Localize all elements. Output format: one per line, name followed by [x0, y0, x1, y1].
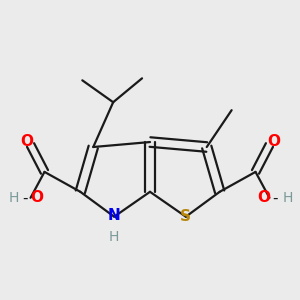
Text: H: H	[282, 191, 292, 205]
Text: O: O	[20, 134, 33, 148]
Text: -: -	[273, 191, 278, 206]
Text: H: H	[8, 191, 19, 205]
Text: N: N	[108, 208, 121, 223]
Text: S: S	[180, 209, 191, 224]
Text: O: O	[267, 134, 280, 148]
Text: O: O	[30, 190, 43, 205]
Text: O: O	[257, 190, 270, 205]
Text: H: H	[109, 230, 119, 244]
Text: -: -	[22, 191, 27, 206]
